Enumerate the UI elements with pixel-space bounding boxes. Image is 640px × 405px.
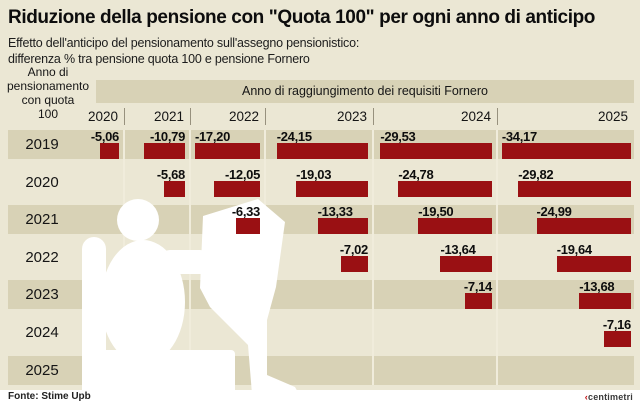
value-bar xyxy=(236,218,260,235)
value-bar xyxy=(144,143,185,159)
value-label: -24,78 xyxy=(398,166,434,182)
value-bar xyxy=(296,180,368,197)
column-seam xyxy=(372,130,374,385)
value-label: -34,17 xyxy=(501,129,537,144)
value-bar xyxy=(440,255,492,272)
value-bar xyxy=(418,218,492,235)
value-bar xyxy=(536,218,631,235)
value-label: -12,05 xyxy=(224,166,260,182)
footer-strip xyxy=(0,390,640,405)
column-divider-tick xyxy=(190,108,191,125)
value-label: -19,64 xyxy=(556,241,592,257)
logo-mark-icon: ‹ xyxy=(584,392,588,402)
column-seam xyxy=(496,130,498,385)
value-label: -10,79 xyxy=(149,129,185,144)
value-bar xyxy=(194,143,260,159)
value-label: -29,53 xyxy=(380,129,416,144)
column-year-label: 2024 xyxy=(460,109,491,124)
person-reading-newspaper-silhouette xyxy=(70,190,300,405)
column-axis-label: Anno di raggiungimento dei requisiti For… xyxy=(242,84,488,98)
row-year-label: 2023 xyxy=(25,286,59,304)
column-year-label: 2025 xyxy=(597,109,628,124)
column-divider-tick xyxy=(497,108,498,125)
value-bar xyxy=(99,143,119,159)
value-label: -5,68 xyxy=(156,166,185,182)
value-bar xyxy=(276,143,368,159)
row-axis-label: Anno di pensionamento con quota 100 xyxy=(6,65,90,121)
page-title: Riduzione della pensione con "Quota 100"… xyxy=(8,7,596,28)
row-year-label: 2019 xyxy=(25,136,59,153)
value-label: -6,33 xyxy=(231,204,260,220)
row-year-label: 2025 xyxy=(25,361,59,379)
row-year-label: 2022 xyxy=(25,248,59,266)
column-axis-band xyxy=(96,80,634,103)
value-label: -29,82 xyxy=(518,166,554,182)
value-bar xyxy=(518,180,631,197)
value-label: -13,64 xyxy=(440,241,476,257)
value-label: -7,02 xyxy=(339,241,368,257)
row-year-label: 2024 xyxy=(25,324,59,341)
value-label: -19,50 xyxy=(418,204,454,220)
column-year-label: 2021 xyxy=(153,109,184,124)
value-label: -17,20 xyxy=(194,129,231,144)
column-divider-tick xyxy=(265,108,266,125)
row-year-label: 2020 xyxy=(25,173,59,191)
value-label: -24,99 xyxy=(536,204,572,220)
value-bar xyxy=(317,218,368,235)
value-bar xyxy=(214,180,260,197)
value-bar xyxy=(603,331,631,347)
newspaper-and-leg-shape xyxy=(200,199,299,394)
value-bar xyxy=(579,293,631,310)
value-label: -13,68 xyxy=(579,279,615,295)
value-bar xyxy=(501,143,631,159)
column-divider-tick xyxy=(373,108,374,125)
source-credit: Fonte: Stime Upb xyxy=(8,391,91,402)
value-label: -24,15 xyxy=(276,129,312,144)
arm-shape xyxy=(160,250,210,274)
column-year-label: 2023 xyxy=(336,109,367,124)
row-year-label: 2021 xyxy=(25,211,59,229)
logo-text: centimetri xyxy=(587,392,633,402)
value-bar xyxy=(341,255,368,272)
subtitle-line-2: differenza % tra pensione quota 100 e pe… xyxy=(8,52,310,66)
value-label: -5,06 xyxy=(90,129,119,144)
column-year-label: 2020 xyxy=(87,109,118,124)
value-bar xyxy=(465,293,492,310)
armchair-seat-shape xyxy=(82,350,235,395)
head-shape xyxy=(117,199,159,241)
value-label: -13,33 xyxy=(317,204,353,220)
column-year-label: 2022 xyxy=(228,109,259,124)
value-bar xyxy=(380,143,492,159)
column-divider-tick xyxy=(124,108,125,125)
value-label: -7,16 xyxy=(602,317,631,332)
value-label: -19,03 xyxy=(296,166,332,182)
value-label: -7,14 xyxy=(463,279,492,295)
value-bar xyxy=(398,180,492,197)
subtitle-line-1: Effetto dell'anticipo del pensionamento … xyxy=(8,36,360,50)
value-bar xyxy=(556,255,631,272)
value-bar xyxy=(163,180,185,197)
centimetri-logo: ‹centimetri xyxy=(585,392,633,402)
